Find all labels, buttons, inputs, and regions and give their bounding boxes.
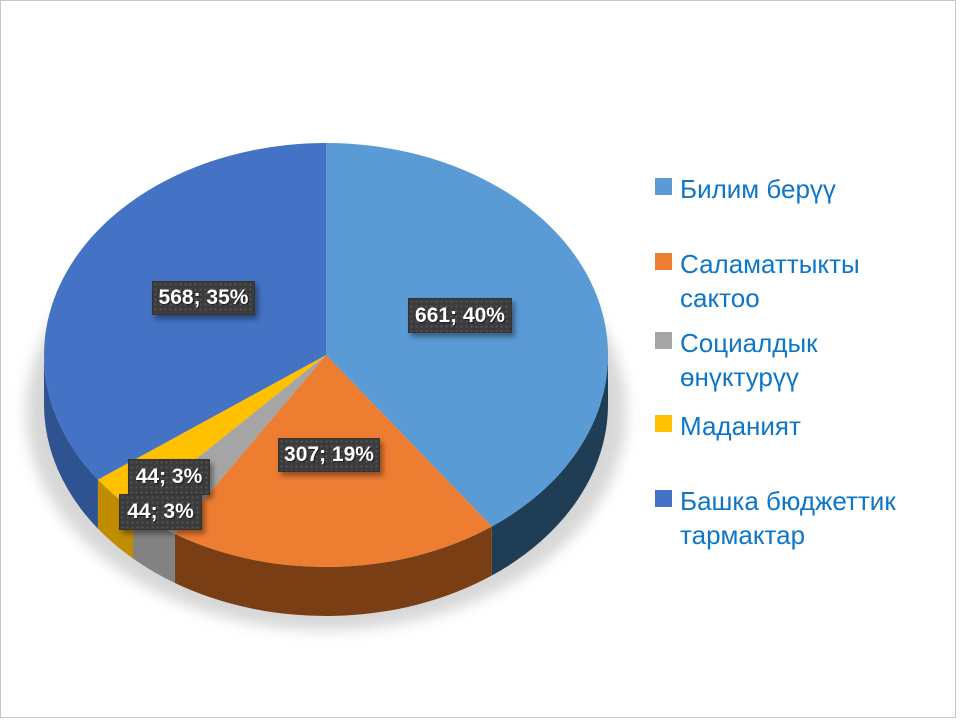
data-label-other-sectors: 568; 35% (152, 281, 255, 315)
data-label-education: 661; 40% (408, 298, 512, 333)
legend-label-culture: Маданият (680, 411, 801, 441)
legend-label-social-development: Социалдык өнүктурүү (680, 328, 818, 392)
pie-slice-education (326, 142, 609, 527)
pie-wall-education (491, 355, 608, 576)
data-label-social-development: 44; 3% (128, 459, 210, 495)
legend-label-education: Билим берүү (680, 174, 836, 204)
legend-swatch-education (655, 178, 672, 195)
legend-item-culture: Маданият (648, 409, 912, 443)
legend-swatch-healthcare (655, 253, 672, 270)
data-label-healthcare: 307; 19% (278, 438, 380, 472)
legend-item-education: Билим берүү (648, 172, 912, 206)
pie-wall-healthcare (174, 526, 492, 617)
legend-swatch-other-sectors (655, 490, 672, 507)
pie-wall-culture (97, 479, 133, 559)
data-label-culture: 44; 3% (119, 494, 202, 530)
pie-wall-other-sectors (44, 355, 98, 529)
legend-label-healthcare: Саламаттыкты сактоо (680, 249, 860, 313)
legend-swatch-social-development (655, 332, 672, 349)
legend-item-other-sectors: Башка бюджеттик тармактар (648, 484, 912, 552)
legend-swatch-culture (655, 415, 672, 432)
pie-side-walls (44, 355, 608, 617)
legend-item-social-development: Социалдык өнүктурүү (648, 326, 912, 394)
legend-label-other-sectors: Башка бюджеттик тармактар (680, 486, 896, 550)
chart-legend: Билим берүү Саламаттыкты сактоо Социалды… (648, 165, 944, 560)
legend-item-healthcare: Саламаттыкты сактоо (648, 247, 912, 315)
